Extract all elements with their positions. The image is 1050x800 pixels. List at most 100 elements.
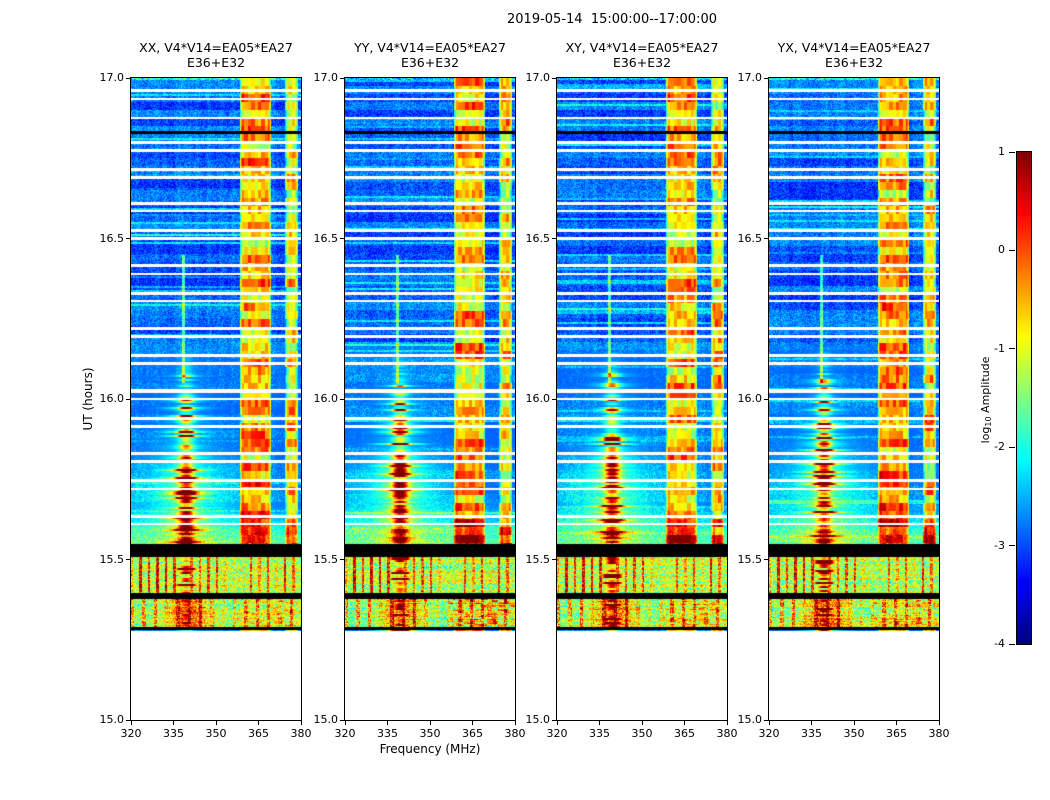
x-tick bbox=[173, 721, 174, 725]
y-tick bbox=[552, 719, 556, 721]
y-tick bbox=[126, 238, 130, 239]
y-tick bbox=[764, 559, 768, 560]
y-tick-label: 15.0 bbox=[525, 713, 551, 726]
panel-title-line2: E36+E32 bbox=[824, 55, 884, 70]
x-tick-label: 350 bbox=[419, 727, 441, 740]
panel-title-line1: YX, V4*V14=EA05*EA27 bbox=[777, 40, 931, 55]
x-tick bbox=[387, 721, 388, 725]
panel-frame-YX bbox=[768, 77, 940, 721]
x-tick bbox=[853, 721, 855, 725]
x-tick bbox=[258, 721, 259, 725]
y-tick-label: 17.0 bbox=[99, 71, 125, 84]
y-tick bbox=[340, 238, 344, 239]
x-tick-label: 335 bbox=[377, 727, 398, 740]
y-tick-label: 16.5 bbox=[99, 231, 125, 245]
y-tick-label: 16.5 bbox=[313, 231, 339, 245]
panel-title-line1: XY, V4*V14=EA05*EA27 bbox=[565, 40, 719, 55]
y-tick bbox=[126, 77, 130, 79]
panel-title-YX: YX, V4*V14=EA05*EA27 E36+E32 bbox=[778, 40, 931, 70]
panel-title-line2: E36+E32 bbox=[400, 55, 460, 70]
y-tick-label: 16.5 bbox=[525, 231, 551, 245]
y-tick bbox=[764, 238, 768, 239]
panel-title-line2: E36+E32 bbox=[612, 55, 672, 70]
x-tick bbox=[472, 721, 473, 725]
panel-title-line2: E36+E32 bbox=[186, 55, 246, 70]
y-tick bbox=[126, 398, 130, 400]
panel-frame-YY bbox=[344, 77, 516, 721]
y-tick-label: 15.5 bbox=[313, 552, 339, 566]
y-tick bbox=[764, 398, 768, 400]
x-tick bbox=[811, 721, 812, 725]
spectrogram-YX bbox=[769, 78, 939, 720]
colorbar-tick-label: -3 bbox=[994, 538, 1005, 552]
x-tick-label: 335 bbox=[801, 727, 822, 740]
colorbar-frame bbox=[1016, 151, 1032, 645]
y-tick bbox=[126, 559, 130, 560]
colorbar-tick-label: 0 bbox=[998, 243, 1005, 257]
y-tick-label: 16.5 bbox=[737, 231, 763, 245]
spectrogram-XX bbox=[131, 78, 301, 720]
y-tick bbox=[764, 77, 768, 79]
panel-title-line1: YY, V4*V14=EA05*EA27 bbox=[354, 40, 506, 55]
panel-title-YY: YY, V4*V14=EA05*EA27 E36+E32 bbox=[354, 40, 506, 70]
y-tick bbox=[126, 719, 130, 721]
x-tick bbox=[514, 721, 516, 725]
y-tick-label: 15.5 bbox=[525, 552, 551, 566]
y-tick-label: 15.0 bbox=[737, 713, 763, 726]
y-tick bbox=[552, 559, 556, 560]
x-tick bbox=[938, 721, 940, 725]
spectrogram-XY bbox=[557, 78, 727, 720]
x-tick bbox=[726, 721, 728, 725]
x-tick-label: 365 bbox=[248, 727, 269, 740]
y-tick bbox=[340, 719, 344, 721]
x-tick-label: 350 bbox=[843, 727, 865, 740]
x-tick-label: 365 bbox=[462, 727, 483, 740]
x-tick bbox=[344, 721, 346, 725]
y-tick bbox=[764, 719, 768, 721]
x-tick-label: 380 bbox=[716, 727, 738, 740]
x-tick-label: 335 bbox=[163, 727, 184, 740]
y-tick-label: 15.5 bbox=[99, 552, 125, 566]
colorbar-tick bbox=[1009, 348, 1015, 350]
x-tick bbox=[896, 721, 897, 725]
y-tick-label: 16.0 bbox=[737, 392, 763, 405]
colorbar-tick bbox=[1009, 545, 1015, 547]
x-tick bbox=[215, 721, 217, 725]
panel-frame-XX bbox=[130, 77, 302, 721]
y-tick bbox=[552, 238, 556, 239]
y-tick-label: 15.5 bbox=[737, 552, 763, 566]
x-tick-label: 320 bbox=[546, 727, 568, 740]
x-tick bbox=[641, 721, 643, 725]
y-tick-label: 16.0 bbox=[313, 392, 339, 405]
x-tick-label: 380 bbox=[928, 727, 950, 740]
y-tick-label: 16.0 bbox=[99, 392, 125, 405]
panel-title-XY: XY, V4*V14=EA05*EA27 E36+E32 bbox=[566, 40, 719, 70]
y-tick bbox=[340, 77, 344, 79]
colorbar-tick-label: 1 bbox=[998, 145, 1005, 158]
y-tick-label: 15.0 bbox=[313, 713, 339, 726]
x-tick-label: 365 bbox=[674, 727, 695, 740]
colorbar-tick bbox=[1009, 151, 1015, 153]
colorbar-tick bbox=[1009, 249, 1015, 251]
colorbar-label-sub: 10 bbox=[984, 416, 993, 427]
x-tick bbox=[768, 721, 770, 725]
x-tick-label: 320 bbox=[758, 727, 780, 740]
x-tick-label: 380 bbox=[504, 727, 526, 740]
y-tick bbox=[552, 77, 556, 79]
colorbar-tick-label: -4 bbox=[994, 637, 1005, 650]
x-tick-label: 350 bbox=[631, 727, 653, 740]
figure-title: 2019-05-14 15:00:00--17:00:00 bbox=[507, 12, 717, 27]
colorbar-tick-label: -1 bbox=[994, 341, 1005, 355]
panel-title-XX: XX, V4*V14=EA05*EA27 E36+E32 bbox=[139, 40, 293, 70]
y-tick-label: 17.0 bbox=[313, 71, 339, 84]
y-tick-label: 16.0 bbox=[525, 392, 551, 405]
panel-title-line1: XX, V4*V14=EA05*EA27 bbox=[139, 40, 293, 55]
x-tick-label: 350 bbox=[205, 727, 227, 740]
panel-frame-XY bbox=[556, 77, 728, 721]
y-tick-label: 15.0 bbox=[99, 713, 125, 726]
y-tick-label: 17.0 bbox=[737, 71, 763, 84]
y-tick bbox=[552, 398, 556, 400]
x-tick-label: 320 bbox=[334, 727, 356, 740]
x-tick-label: 380 bbox=[290, 727, 312, 740]
